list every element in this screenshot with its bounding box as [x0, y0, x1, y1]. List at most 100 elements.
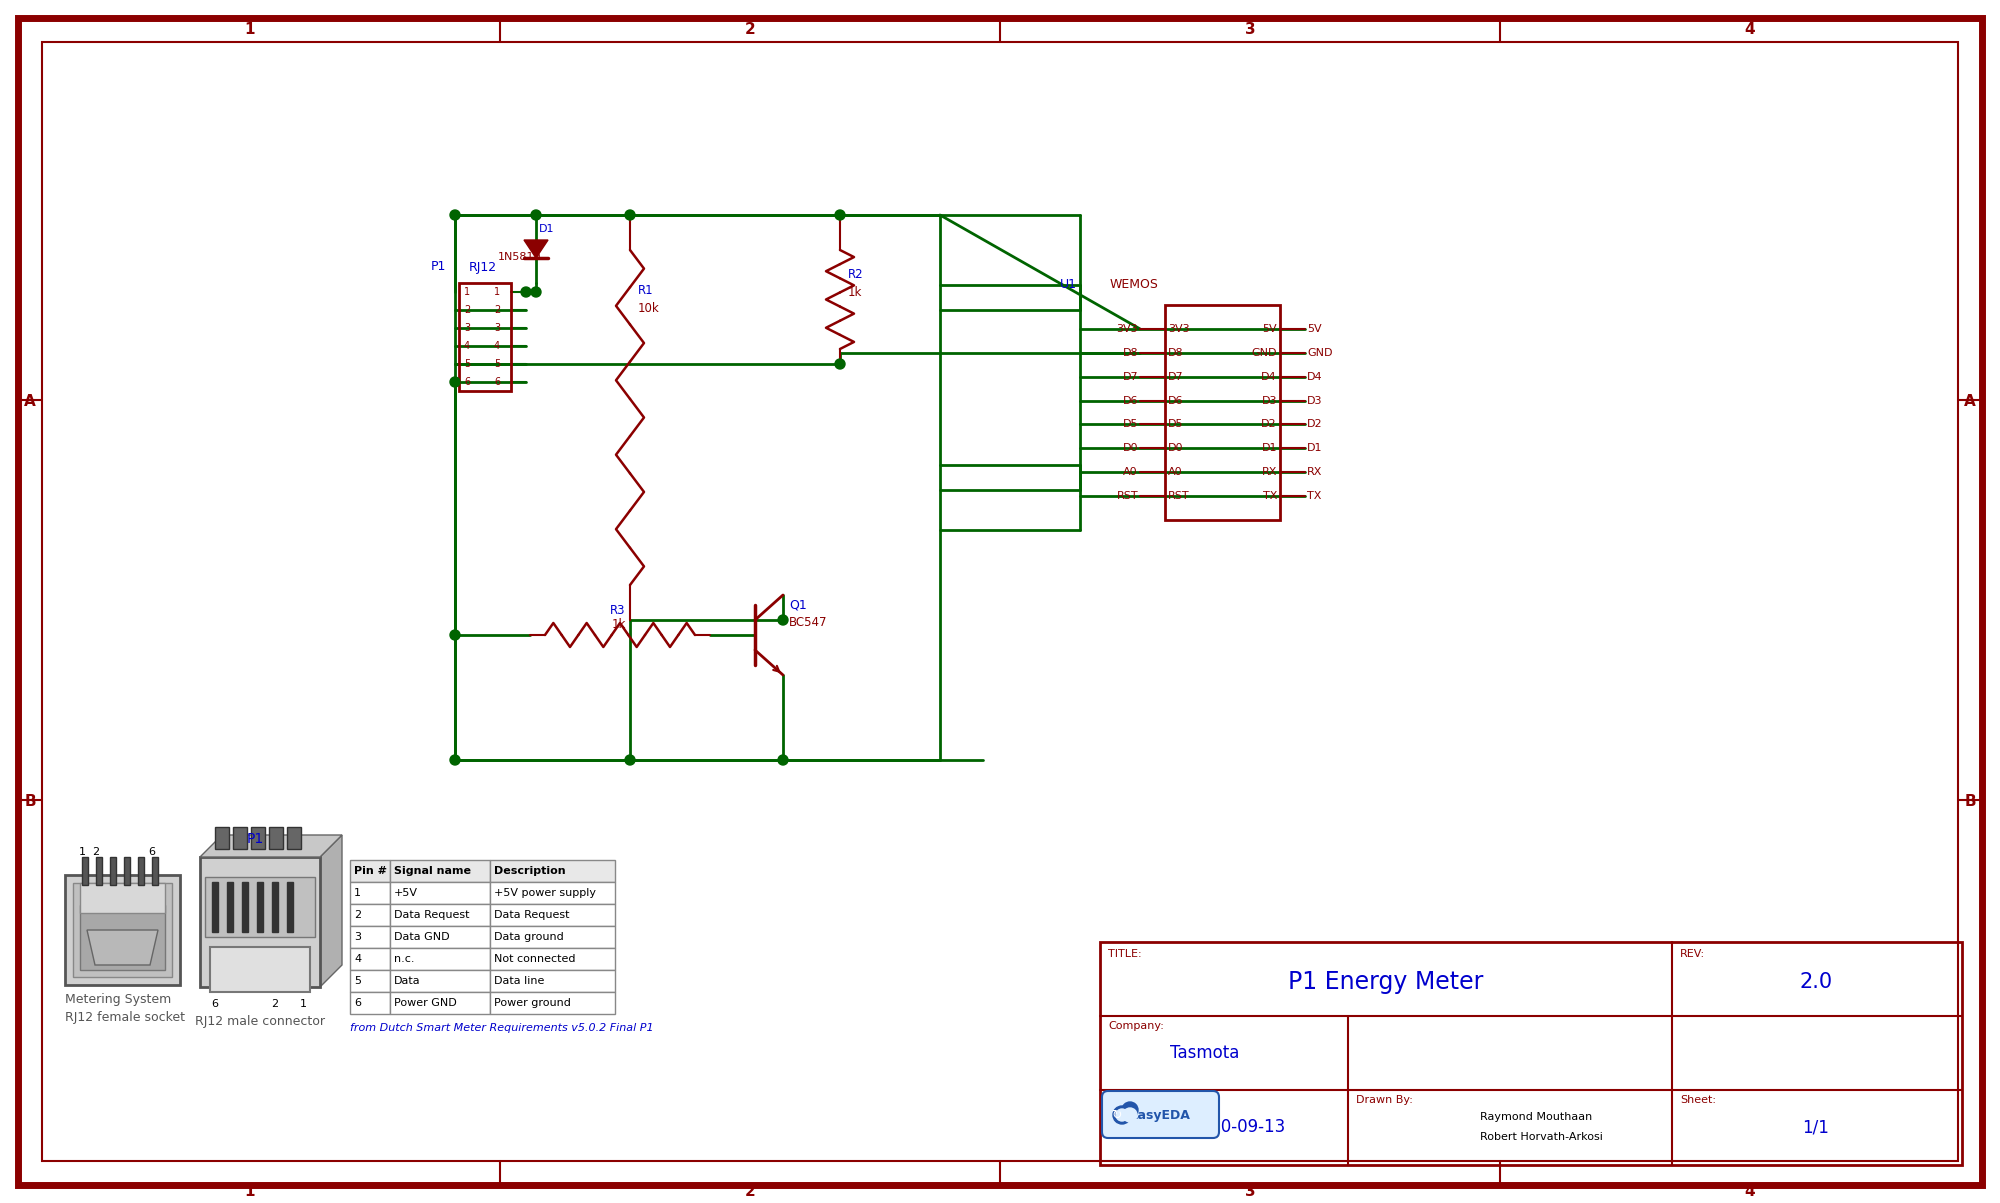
Bar: [490, 970, 616, 992]
Bar: [390, 860, 490, 882]
Text: 6: 6: [464, 377, 470, 387]
Text: Data Request: Data Request: [394, 909, 470, 920]
Text: A: A: [1964, 393, 1976, 409]
Bar: [288, 882, 292, 932]
Text: 1/1: 1/1: [1802, 1118, 1830, 1136]
Text: BC547: BC547: [788, 616, 828, 629]
Polygon shape: [524, 241, 548, 257]
Text: Company:: Company:: [1108, 1021, 1164, 1031]
Text: U1: U1: [1060, 279, 1076, 291]
Circle shape: [450, 211, 460, 220]
Bar: [390, 903, 490, 926]
Bar: [490, 903, 616, 926]
Bar: [80, 905, 164, 970]
Circle shape: [1122, 1102, 1138, 1118]
Bar: [350, 948, 390, 970]
Bar: [210, 947, 310, 992]
Circle shape: [836, 211, 844, 220]
Bar: [350, 970, 390, 992]
Text: P1 Energy Meter: P1 Energy Meter: [1288, 970, 1484, 994]
Circle shape: [532, 288, 540, 297]
Text: Raymond Mouthaan: Raymond Mouthaan: [1480, 1112, 1592, 1122]
Bar: [490, 948, 616, 970]
Text: Pin #: Pin #: [354, 866, 388, 876]
Text: 3: 3: [1244, 23, 1256, 37]
Text: D1: D1: [540, 224, 554, 235]
Text: D2: D2: [1308, 420, 1322, 429]
Text: D4: D4: [1262, 372, 1278, 381]
Text: A0: A0: [1168, 467, 1182, 478]
Text: 2.0: 2.0: [1800, 972, 1832, 992]
Text: D3: D3: [1262, 396, 1278, 405]
Text: TX: TX: [1308, 491, 1322, 502]
Text: A0: A0: [1124, 467, 1138, 478]
Bar: [228, 882, 232, 932]
Circle shape: [520, 288, 532, 297]
Text: D4: D4: [1308, 372, 1322, 381]
Text: Signal name: Signal name: [394, 866, 472, 876]
Text: 1: 1: [300, 998, 306, 1009]
Text: 5V: 5V: [1308, 324, 1322, 334]
Circle shape: [450, 630, 460, 640]
Text: RX: RX: [1308, 467, 1322, 478]
Bar: [200, 857, 320, 986]
Text: 3: 3: [354, 932, 360, 942]
Bar: [96, 857, 102, 885]
Bar: [390, 882, 490, 903]
Text: Sheet:: Sheet:: [1680, 1095, 1716, 1106]
Text: Robert Horvath-Arkosi: Robert Horvath-Arkosi: [1480, 1132, 1602, 1142]
Text: 3V3: 3V3: [1168, 324, 1190, 334]
Text: GND: GND: [1252, 348, 1278, 357]
Bar: [350, 992, 390, 1014]
Text: 6: 6: [212, 998, 218, 1009]
Circle shape: [778, 615, 788, 626]
Text: D2: D2: [1262, 420, 1278, 429]
Text: WEMOS: WEMOS: [1110, 279, 1158, 291]
Text: 6: 6: [354, 998, 360, 1008]
Bar: [206, 877, 316, 937]
Bar: [64, 875, 180, 985]
Circle shape: [778, 755, 788, 765]
Bar: [72, 883, 172, 977]
Text: EasyEDA: EasyEDA: [1130, 1108, 1190, 1121]
Circle shape: [450, 377, 460, 387]
Text: D7: D7: [1122, 372, 1138, 381]
Text: P1: P1: [432, 261, 446, 273]
Text: 2: 2: [464, 306, 470, 315]
Bar: [212, 882, 218, 932]
Text: 1: 1: [464, 288, 470, 297]
Text: RJ12 female socket: RJ12 female socket: [64, 1011, 184, 1024]
Text: R2: R2: [848, 268, 864, 282]
Text: Q1: Q1: [788, 599, 806, 611]
Bar: [268, 826, 284, 849]
Bar: [252, 826, 264, 849]
Text: RJ12: RJ12: [468, 261, 498, 273]
Text: 1: 1: [494, 288, 500, 297]
Text: A: A: [24, 393, 36, 409]
Text: 4: 4: [1744, 23, 1756, 37]
Text: 10k: 10k: [638, 302, 660, 314]
Text: RST: RST: [1168, 491, 1190, 502]
Bar: [350, 882, 390, 903]
Text: Tasmota: Tasmota: [1170, 1044, 1240, 1062]
Polygon shape: [88, 930, 158, 965]
Bar: [152, 857, 158, 885]
Text: 1: 1: [244, 23, 256, 37]
Text: D3: D3: [1308, 396, 1322, 405]
Text: ↻: ↻: [1110, 1108, 1122, 1121]
Bar: [350, 860, 390, 882]
Polygon shape: [200, 835, 342, 857]
Text: 5: 5: [494, 358, 500, 369]
Bar: [390, 948, 490, 970]
Bar: [256, 882, 264, 932]
Text: 1: 1: [244, 1184, 256, 1198]
Text: n.c.: n.c.: [394, 954, 414, 964]
Bar: [350, 903, 390, 926]
Text: Date:: Date:: [1108, 1095, 1138, 1106]
Text: 2: 2: [744, 23, 756, 37]
Text: D5: D5: [1122, 420, 1138, 429]
Text: TX: TX: [1262, 491, 1278, 502]
Text: D8: D8: [1122, 348, 1138, 357]
Text: Not connected: Not connected: [494, 954, 576, 964]
Text: 2: 2: [494, 306, 500, 315]
